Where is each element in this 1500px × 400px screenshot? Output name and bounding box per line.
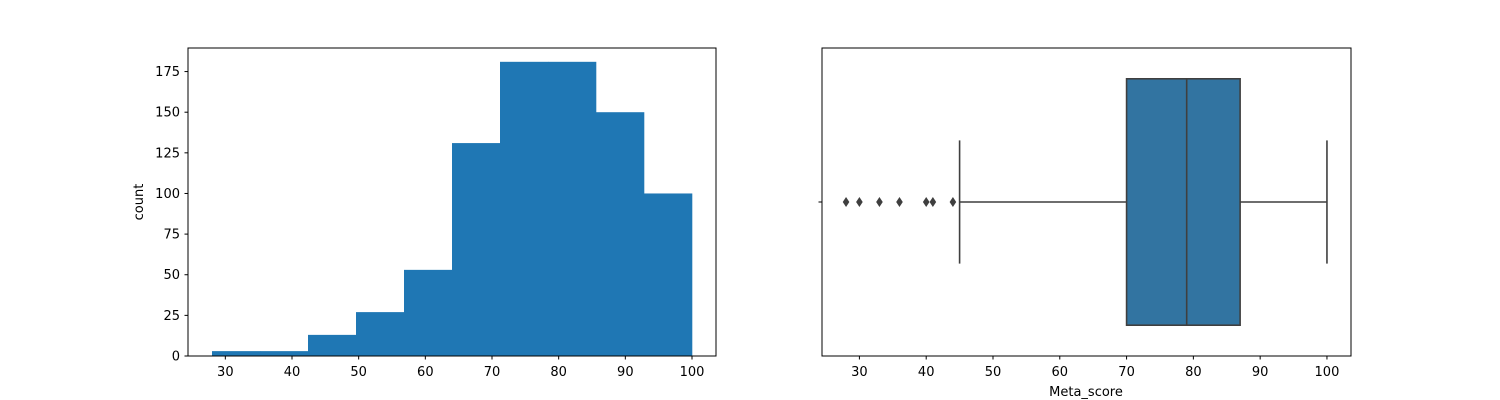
histogram-y-tick-label: 75 [163,228,180,243]
boxplot-outlier [896,197,903,207]
histogram-bar [404,269,453,356]
histogram-x-tick-label: 60 [417,365,434,380]
boxplot-x-axis-label: Meta_score [1049,385,1123,400]
boxplot-outlier [929,197,937,207]
histogram-x-ticks: 30 40 50 60 70 80 90 100 [217,356,704,380]
boxplot-outlier [922,197,930,207]
histogram-y-ticks: 0 25 50 75 100 125 150 175 [155,65,188,365]
histogram-bar [452,143,501,356]
histogram-y-tick-label: 25 [163,309,180,324]
boxplot-x-tick-label: 40 [918,365,935,380]
boxplot-x-tick-label: 90 [1252,365,1269,380]
histogram-x-tick-label: 90 [617,365,634,380]
boxplot-outlier [949,197,957,207]
histogram-bar [548,61,597,356]
boxplot-panel: 30 40 50 60 70 80 90 100 Meta_score [818,47,1352,400]
boxplot-x-ticks: 30 40 50 60 70 80 90 100 [851,356,1339,380]
histogram-y-tick-label: 125 [155,146,180,161]
boxplot-x-tick-label: 60 [1052,365,1069,380]
boxplot-outlier [876,197,883,207]
histogram-y-tick-label: 100 [155,187,180,202]
histogram-bar [260,351,309,356]
boxplot-marks [842,78,1328,326]
histogram-x-tick-label: 100 [680,365,705,380]
histogram-x-tick-label: 50 [350,365,367,380]
histogram-bar [212,351,261,356]
histogram-bar [596,112,645,356]
histogram-axes-frame [187,47,717,357]
histogram-x-tick-label: 40 [284,365,301,380]
histogram-bar [644,193,693,356]
boxplot-x-tick-label: 80 [1185,365,1202,380]
histogram-x-tick-label: 70 [484,365,501,380]
histogram-bar [356,312,405,356]
histogram-y-tick-label: 150 [155,106,180,121]
histogram-x-tick-label: 30 [217,365,234,380]
histogram-y-tick-label: 50 [163,268,180,283]
boxplot-x-tick-label: 100 [1315,365,1340,380]
histogram-panel: 30 40 50 60 70 80 90 100 0 25 50 75 100 125 150 175 co… [132,47,717,380]
histogram-bar [308,334,357,356]
histogram-bars [212,61,693,356]
boxplot-box [1125,78,1241,326]
boxplot-outlier [842,197,850,207]
histogram-x-tick-label: 80 [550,365,567,380]
histogram-y-tick-label: 175 [155,65,180,80]
boxplot-outlier [856,197,863,207]
boxplot-x-tick-label: 70 [1118,365,1135,380]
histogram-y-tick-label: 0 [172,350,180,365]
histogram-y-axis-label: count [132,184,147,221]
histogram-bar [500,61,549,356]
boxplot-x-tick-label: 50 [985,365,1002,380]
boxplot-x-tick-label: 30 [851,365,868,380]
